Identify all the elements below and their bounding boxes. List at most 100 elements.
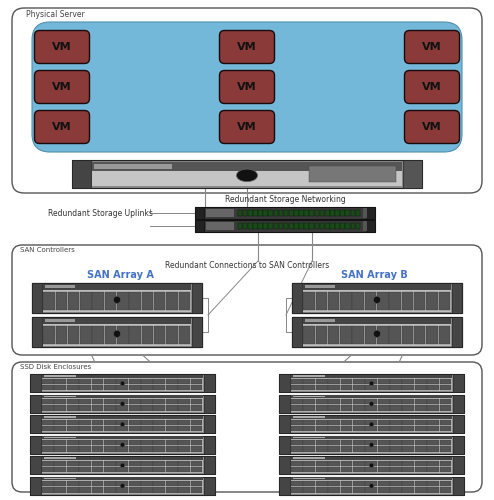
Bar bbox=[316, 292, 327, 310]
Bar bbox=[43, 284, 191, 312]
Bar bbox=[42, 488, 54, 492]
Bar bbox=[166, 385, 178, 390]
Bar bbox=[154, 292, 165, 310]
Bar bbox=[191, 488, 203, 492]
Bar bbox=[248, 222, 252, 229]
Bar bbox=[42, 440, 54, 445]
Bar bbox=[415, 488, 427, 492]
Bar bbox=[166, 481, 178, 486]
Bar bbox=[129, 292, 141, 310]
Bar bbox=[80, 326, 91, 344]
Bar bbox=[116, 426, 128, 431]
Bar bbox=[128, 440, 141, 445]
Bar bbox=[340, 222, 345, 229]
Bar bbox=[366, 488, 377, 492]
Bar bbox=[440, 460, 452, 466]
Bar bbox=[128, 481, 141, 486]
Bar bbox=[166, 406, 178, 410]
Bar bbox=[328, 488, 340, 492]
Bar bbox=[104, 481, 116, 486]
Bar bbox=[316, 426, 328, 431]
Bar bbox=[353, 467, 365, 472]
Bar bbox=[426, 326, 438, 344]
Bar bbox=[178, 326, 190, 344]
FancyBboxPatch shape bbox=[405, 30, 459, 64]
Bar bbox=[154, 440, 165, 445]
Bar bbox=[45, 285, 75, 288]
Bar bbox=[453, 476, 464, 494]
Bar bbox=[54, 440, 66, 445]
Bar bbox=[305, 319, 335, 322]
Bar bbox=[340, 426, 352, 431]
Bar bbox=[353, 399, 365, 404]
Bar bbox=[309, 222, 314, 229]
Bar bbox=[390, 399, 402, 404]
Bar bbox=[366, 406, 377, 410]
Bar bbox=[328, 385, 340, 390]
Bar bbox=[402, 326, 413, 344]
Text: SSD Disk Enclosures: SSD Disk Enclosures bbox=[20, 364, 91, 370]
Bar bbox=[390, 481, 402, 486]
Bar bbox=[79, 460, 91, 466]
Text: Redundant Storage Uplinks: Redundant Storage Uplinks bbox=[47, 208, 153, 218]
Bar bbox=[30, 456, 41, 474]
Bar bbox=[328, 420, 340, 424]
Bar bbox=[178, 488, 190, 492]
Bar bbox=[415, 446, 427, 452]
Bar bbox=[105, 326, 116, 344]
Bar bbox=[72, 160, 91, 188]
Bar bbox=[42, 395, 203, 398]
Bar bbox=[403, 426, 414, 431]
Bar bbox=[440, 440, 452, 445]
Bar bbox=[316, 481, 328, 486]
Bar bbox=[439, 326, 450, 344]
Bar bbox=[116, 399, 128, 404]
Bar bbox=[340, 385, 352, 390]
Bar bbox=[440, 420, 452, 424]
Bar bbox=[42, 436, 203, 453]
Bar bbox=[42, 460, 54, 466]
Bar bbox=[42, 378, 54, 384]
Bar bbox=[67, 420, 79, 424]
Bar bbox=[316, 378, 328, 384]
Bar bbox=[390, 406, 402, 410]
Bar bbox=[316, 420, 328, 424]
Bar bbox=[291, 440, 303, 445]
Text: VM: VM bbox=[52, 82, 72, 92]
Bar bbox=[293, 376, 325, 377]
Bar bbox=[154, 481, 165, 486]
Bar bbox=[427, 385, 439, 390]
Bar bbox=[104, 385, 116, 390]
Bar bbox=[378, 446, 390, 452]
Bar bbox=[91, 440, 103, 445]
Bar bbox=[141, 399, 153, 404]
Bar bbox=[328, 440, 340, 445]
FancyBboxPatch shape bbox=[405, 110, 459, 144]
Bar bbox=[191, 481, 203, 486]
Bar bbox=[378, 406, 390, 410]
Bar bbox=[94, 164, 171, 169]
Bar bbox=[403, 467, 414, 472]
Bar bbox=[414, 292, 425, 310]
Bar bbox=[54, 481, 66, 486]
Circle shape bbox=[369, 484, 374, 488]
Bar bbox=[415, 399, 427, 404]
Bar bbox=[366, 446, 377, 452]
Bar bbox=[128, 378, 141, 384]
Bar bbox=[378, 460, 390, 466]
Bar bbox=[104, 467, 116, 472]
Bar bbox=[68, 326, 80, 344]
FancyBboxPatch shape bbox=[405, 70, 459, 104]
Bar bbox=[104, 488, 116, 492]
Bar bbox=[191, 385, 203, 390]
Bar bbox=[340, 440, 352, 445]
Bar bbox=[67, 399, 79, 404]
Bar bbox=[279, 436, 464, 454]
Text: VM: VM bbox=[422, 42, 442, 52]
Bar bbox=[195, 220, 375, 232]
Bar bbox=[30, 415, 215, 433]
Bar bbox=[92, 292, 104, 310]
Bar bbox=[79, 378, 91, 384]
Bar bbox=[67, 488, 79, 492]
Bar bbox=[452, 283, 462, 313]
